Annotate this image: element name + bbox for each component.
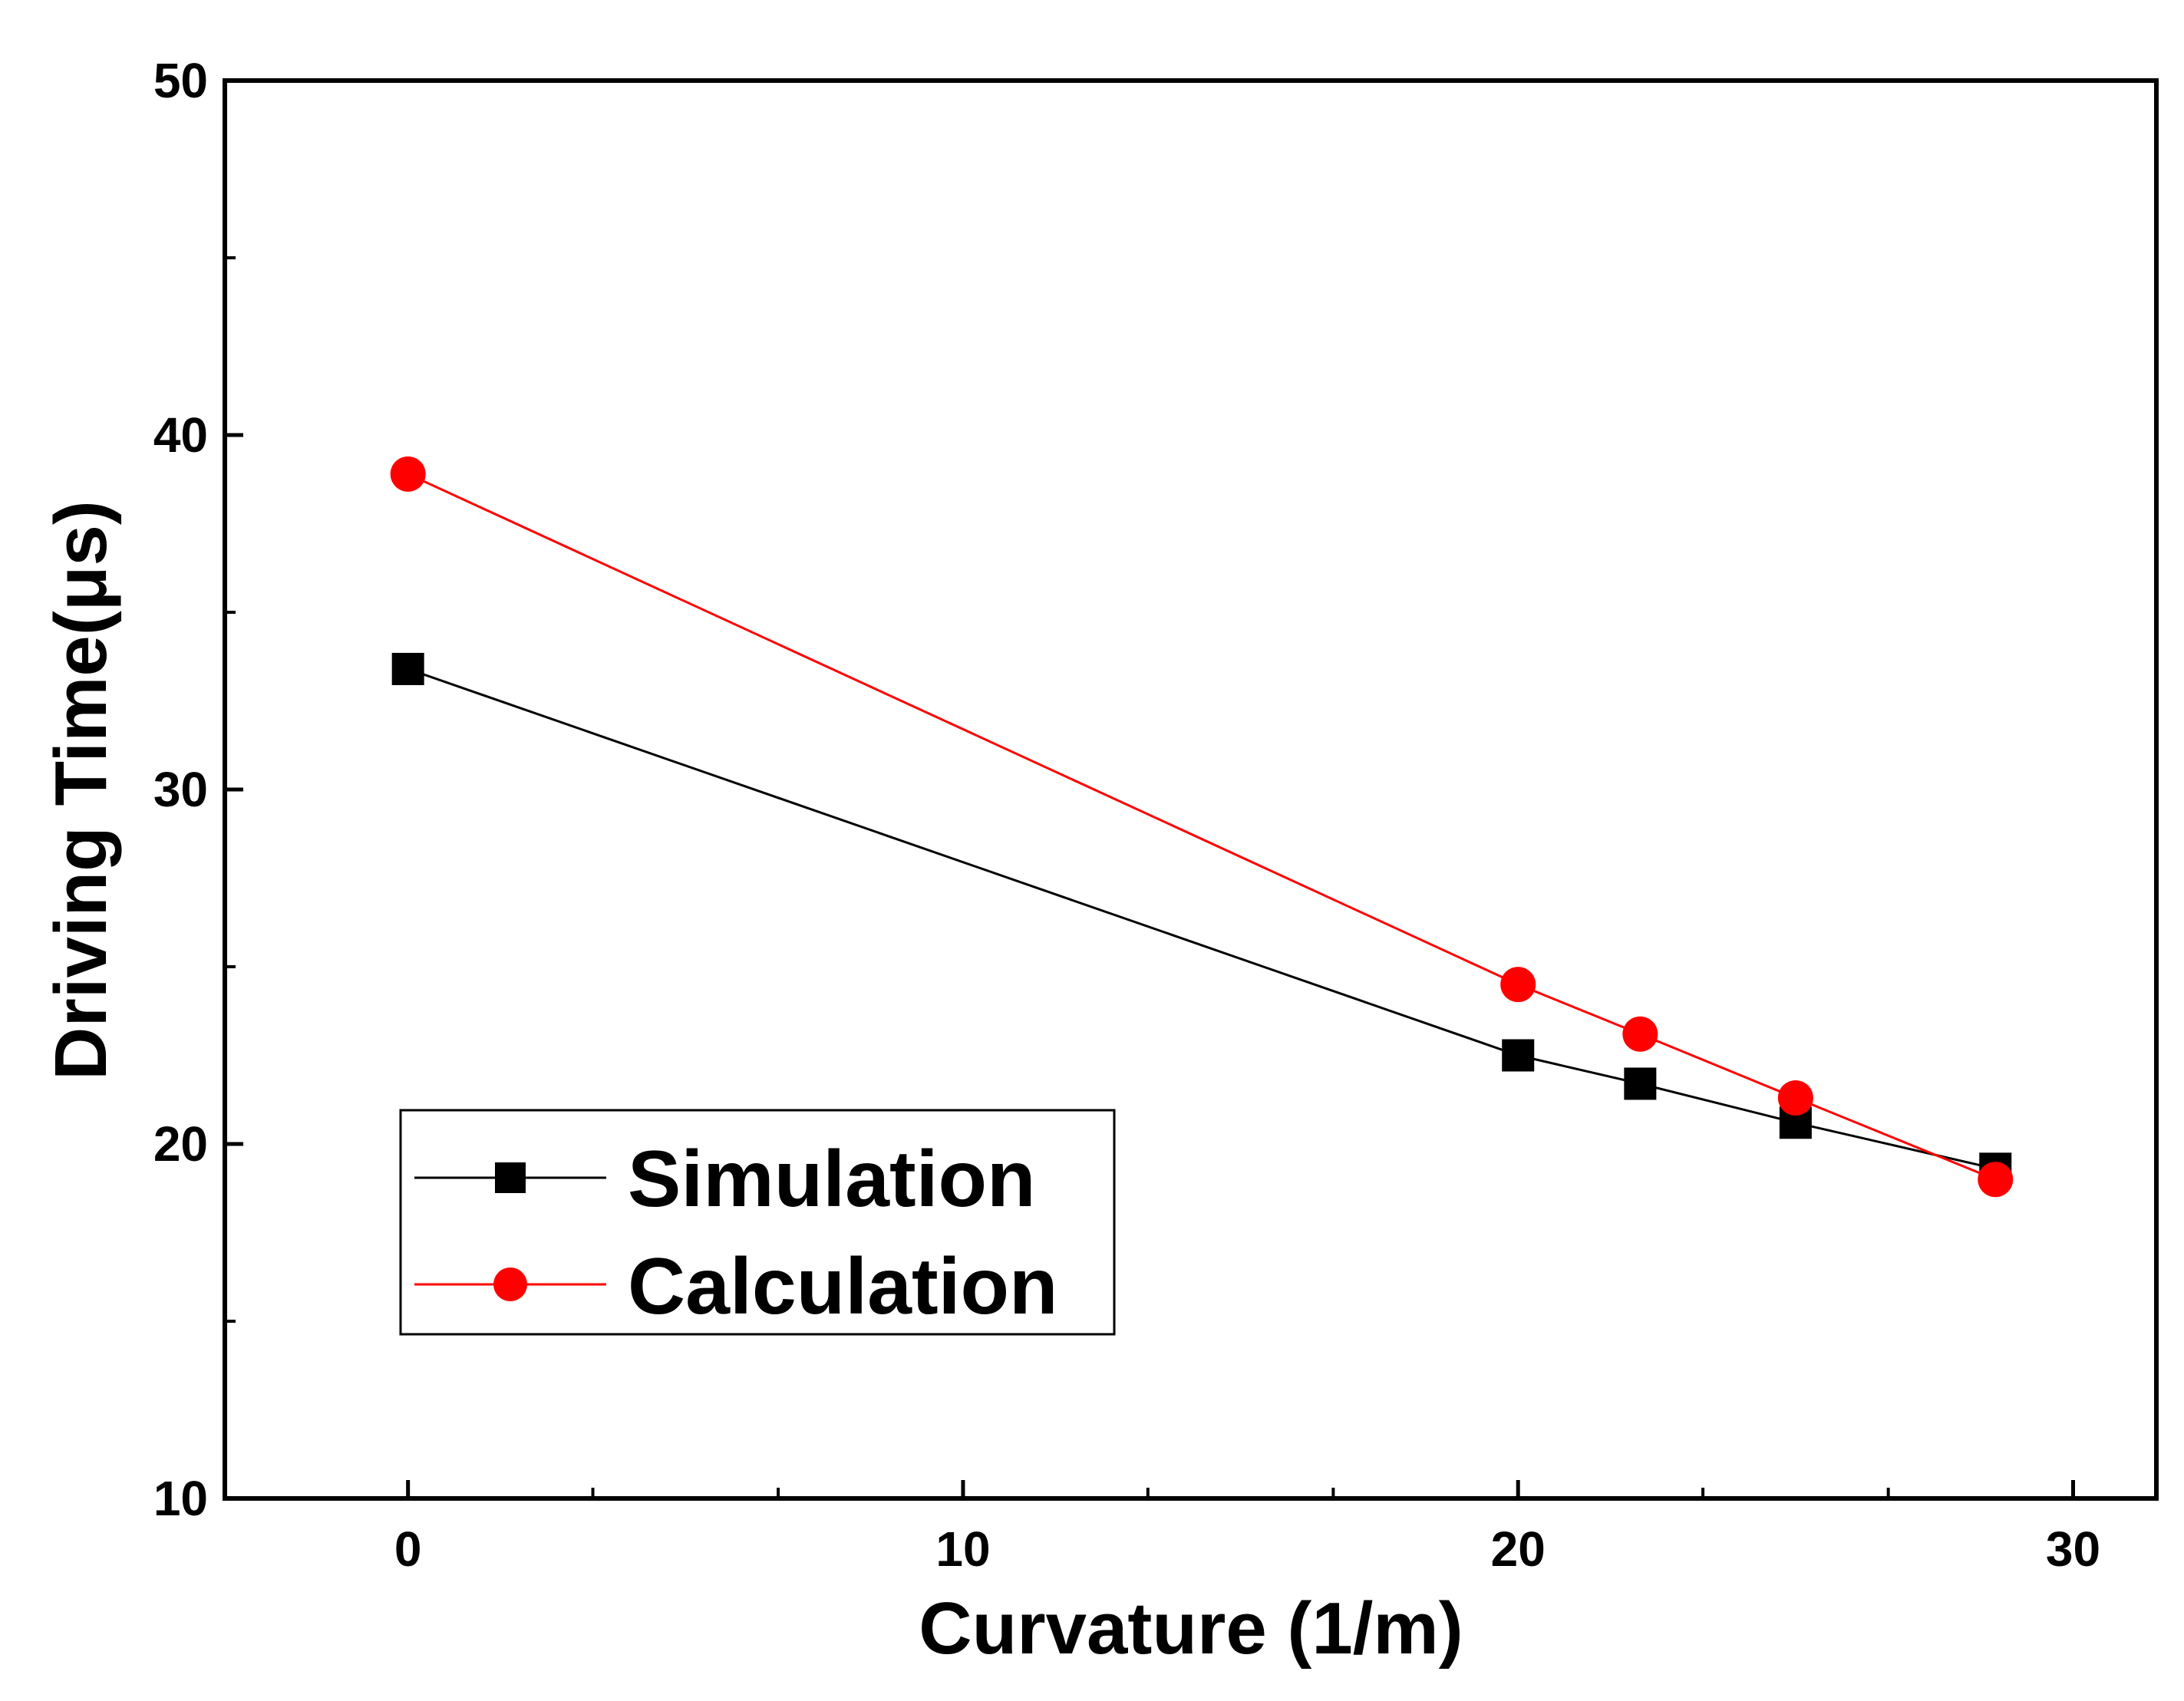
y-tick-label: 30 bbox=[153, 762, 208, 817]
data-point-calculation bbox=[1622, 1016, 1658, 1052]
x-axis-title: Curvature (1/m) bbox=[919, 1587, 1463, 1670]
y-tick-label: 20 bbox=[153, 1116, 208, 1172]
x-axis-tick-labels: 0 10 20 30 bbox=[394, 1521, 2100, 1577]
data-point-calculation bbox=[390, 456, 426, 492]
data-point-simulation bbox=[1502, 1039, 1535, 1072]
legend: Simulation Calculation bbox=[399, 1109, 1116, 1336]
x-tick-label: 10 bbox=[935, 1521, 990, 1577]
y-axis-ticks bbox=[225, 78, 243, 1501]
y-tick-label: 40 bbox=[153, 407, 208, 463]
data-point-calculation bbox=[1978, 1162, 2014, 1198]
x-tick-label: 0 bbox=[394, 1521, 422, 1577]
x-tick-label: 20 bbox=[1491, 1521, 1546, 1577]
y-axis-title: Driving Time(μs) bbox=[40, 500, 122, 1080]
legend-label-simulation: Simulation bbox=[628, 1135, 1036, 1224]
legend-marker-calculation bbox=[493, 1268, 527, 1301]
x-axis-ticks bbox=[406, 1480, 2076, 1498]
legend-label-calculation: Calculation bbox=[628, 1242, 1058, 1331]
series-line-calculation bbox=[407, 473, 1996, 1181]
series-layer bbox=[390, 456, 2014, 1198]
x-tick-label: 30 bbox=[2046, 1521, 2100, 1577]
y-tick-label: 10 bbox=[153, 1471, 208, 1526]
legend-marker-simulation bbox=[495, 1162, 526, 1193]
series-line-simulation bbox=[407, 668, 1996, 1170]
data-point-simulation bbox=[391, 652, 424, 685]
y-axis-tick-labels: 10 20 30 40 50 bbox=[153, 53, 208, 1526]
data-point-simulation bbox=[1624, 1067, 1657, 1100]
data-point-calculation bbox=[1777, 1080, 1813, 1116]
data-point-calculation bbox=[1500, 967, 1536, 1003]
y-tick-label: 50 bbox=[153, 53, 208, 108]
